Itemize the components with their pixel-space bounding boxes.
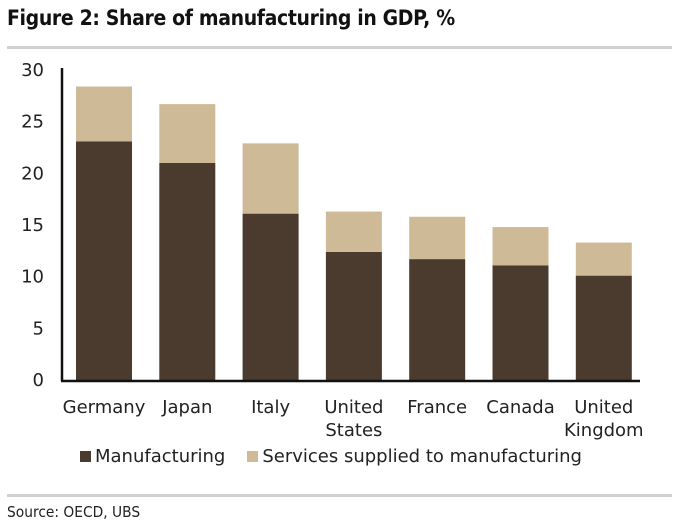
- x-tick-label: United Kingdom: [564, 397, 644, 441]
- legend-swatch-services: [247, 451, 259, 462]
- bar-manufacturing-canada: [492, 265, 549, 380]
- y-tick-label: 0: [33, 370, 44, 391]
- bar-services-united-kingdom: [575, 242, 632, 276]
- legend: Manufacturing Services supplied to manuf…: [80, 446, 582, 467]
- y-tick-label: 10: [21, 267, 44, 288]
- legend-swatch-manufacturing: [80, 451, 91, 462]
- x-tick-label: United States: [324, 397, 383, 441]
- bar-services-canada: [492, 227, 549, 266]
- bottom-rule: [7, 494, 672, 497]
- y-tick-label: 30: [21, 60, 44, 81]
- x-tick-label: Japan: [161, 397, 212, 418]
- legend-item-manufacturing: Manufacturing: [80, 446, 225, 467]
- bar-services-united-states: [325, 211, 382, 252]
- chart-area: 0 5 10 15 20 25 30 Germany Japan Italy United Stat…: [21, 60, 644, 441]
- bar-manufacturing-germany: [76, 141, 132, 380]
- legend-label-manufacturing: Manufacturing: [95, 446, 226, 467]
- y-tick-label: 25: [21, 112, 44, 133]
- legend-label-services: Services supplied to manufacturing: [262, 446, 582, 467]
- bar-manufacturing-france: [409, 259, 466, 380]
- y-tick-label: 15: [21, 215, 44, 236]
- bar-services-germany: [76, 86, 132, 142]
- y-tick-label: 5: [33, 318, 44, 339]
- top-rule: [7, 46, 672, 49]
- bar-manufacturing-italy: [242, 213, 299, 380]
- bar-services-japan: [159, 104, 216, 163]
- bar-services-italy: [242, 143, 299, 214]
- x-tick-label: Canada: [486, 397, 555, 418]
- chart-title: Figure 2: Share of manufacturing in GDP,…: [7, 6, 455, 30]
- legend-item-services: Services supplied to manufacturing: [247, 446, 582, 467]
- bar-services-france: [409, 216, 466, 260]
- x-tick-label: Italy: [251, 397, 290, 418]
- source-note: Source: OECD, UBS: [7, 503, 141, 521]
- x-tick-label: France: [407, 397, 467, 418]
- y-tick-label: 20: [21, 163, 44, 184]
- bar-manufacturing-japan: [159, 163, 216, 380]
- x-tick-label: Germany: [63, 397, 146, 418]
- bar-manufacturing-united-kingdom: [575, 275, 632, 380]
- bar-manufacturing-united-states: [325, 251, 382, 380]
